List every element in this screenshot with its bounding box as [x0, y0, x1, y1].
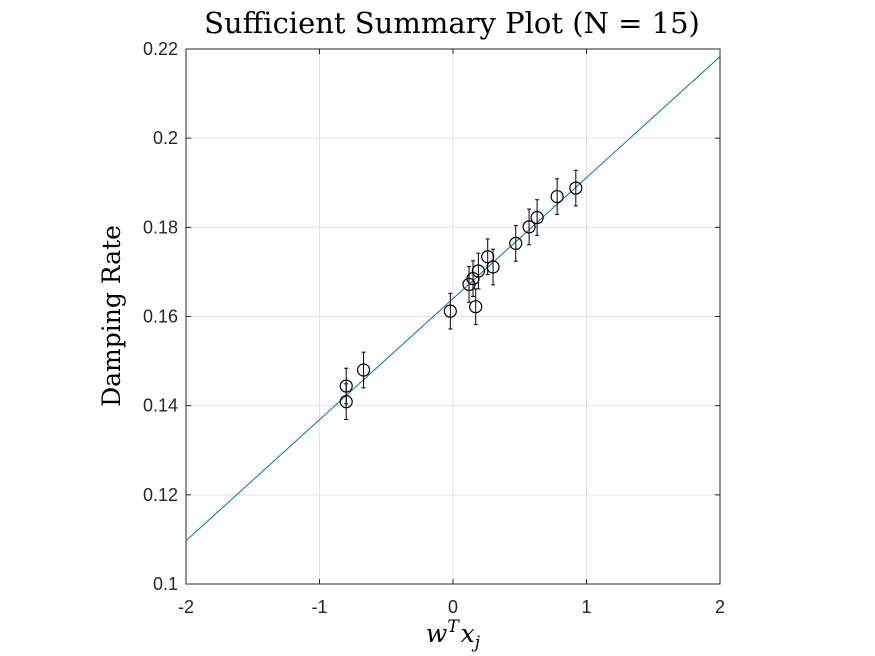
error-bar: [344, 383, 349, 420]
x-axis-label-w: w: [426, 619, 447, 648]
data-point: [509, 236, 523, 250]
x-tick-label: 0: [448, 597, 458, 617]
error-bar: [448, 292, 453, 330]
error-bar: [513, 225, 518, 262]
error-bar: [361, 351, 366, 389]
data-point: [550, 189, 564, 204]
data-point: [443, 304, 457, 318]
data-point: [486, 260, 500, 274]
data-point: [522, 220, 536, 234]
x-tick-label: 2: [715, 597, 725, 617]
x-tick-labels: -2 -1 0 1 2: [178, 597, 725, 617]
x-axis-label-sub: j: [471, 633, 481, 653]
data-point: [471, 264, 485, 278]
x-axis-label: wTxj: [426, 617, 481, 653]
data-point: [569, 181, 583, 195]
x-tick-label: 1: [581, 597, 591, 617]
y-tick-label: 0.2: [153, 128, 178, 148]
x-tick-label: -1: [311, 597, 327, 617]
chart-title: Sufficient Summary Plot (N = 15): [204, 6, 700, 40]
error-bar: [535, 199, 540, 236]
error-bar: [573, 169, 578, 207]
error-bar: [555, 178, 560, 215]
error-bar: [527, 208, 532, 246]
error-bar: [467, 266, 472, 303]
y-tick-label: 0.1: [153, 574, 178, 594]
fit-line: [185, 56, 721, 542]
y-tick-labels: 0.1 0.12 0.14 0.16 0.18 0.2 0.22: [143, 39, 178, 594]
error-bar: [471, 260, 476, 297]
y-tick-label: 0.22: [143, 39, 178, 59]
y-tick-label: 0.12: [143, 485, 178, 505]
y-axis-label: Damping Rate: [97, 225, 126, 407]
y-tick-label: 0.18: [143, 217, 178, 237]
data-point: [481, 250, 495, 264]
error-bar: [476, 252, 481, 290]
data-point: [469, 300, 483, 314]
y-tick-label: 0.14: [143, 396, 178, 416]
error-bars: [344, 169, 578, 420]
x-axis-label-x: x: [461, 619, 475, 648]
y-tick-label: 0.16: [143, 307, 178, 327]
data-point: [339, 395, 353, 409]
error-bar: [473, 288, 478, 326]
data-point: [339, 379, 353, 393]
data-point: [356, 363, 371, 377]
x-axis-label-sup: T: [447, 617, 460, 637]
tick-marks: [185, 48, 721, 585]
x-tick-label: -2: [178, 597, 194, 617]
data-point: [530, 210, 544, 225]
data-points: [339, 181, 583, 409]
